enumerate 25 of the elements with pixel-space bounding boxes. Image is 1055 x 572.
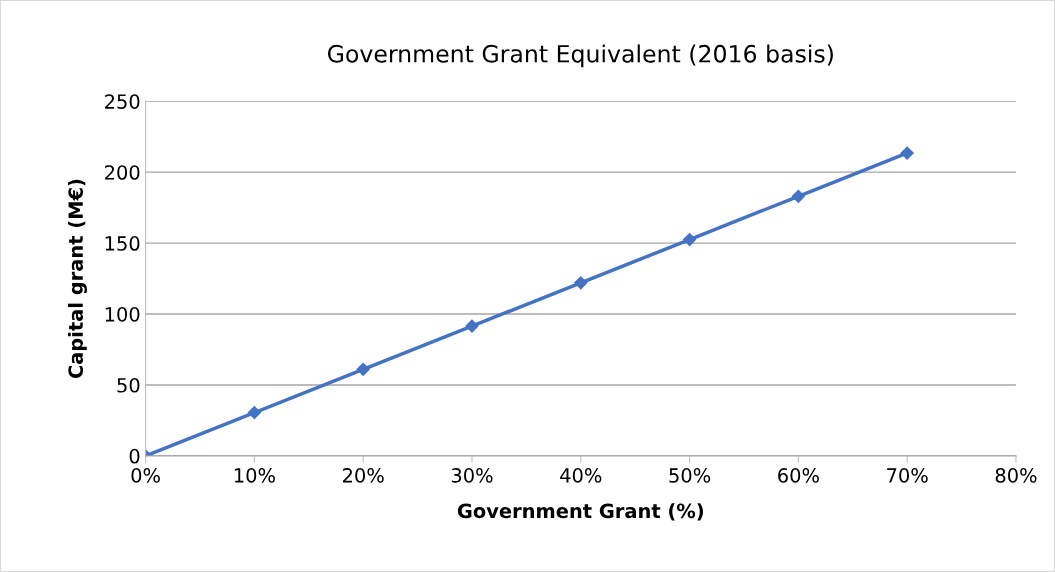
chart-title: Government Grant Equivalent (2016 basis) (327, 44, 833, 68)
x-tick-label: 0% (131, 468, 160, 483)
x-tick-label: 60% (778, 468, 819, 483)
point (900, 146, 914, 160)
y-tick-label: 150 (105, 236, 140, 251)
x-tick-label: 10% (234, 468, 275, 483)
x-tick-label: 20% (343, 468, 384, 483)
x-axis-title: Government Grant (%) (457, 503, 704, 521)
point (247, 406, 261, 420)
point (356, 362, 370, 376)
x-tick-label: 80% (995, 468, 1037, 483)
point (574, 276, 588, 290)
y-tick-label: 50 (117, 377, 140, 393)
y-tick-label: 200 (105, 165, 140, 180)
x-tick-label: 70% (887, 468, 928, 483)
point (791, 189, 805, 203)
y-tick-label: 0 (129, 448, 140, 464)
y-tick-label: 100 (105, 306, 140, 322)
x-tick-label: 30% (451, 468, 493, 483)
point (465, 319, 479, 333)
y-tick-label: 250 (105, 94, 140, 109)
x-tick-label: 40% (560, 468, 602, 483)
y-axis-title: Capital grant (M€) (67, 179, 87, 379)
point (682, 232, 697, 247)
x-tick-label: 50% (669, 468, 711, 483)
